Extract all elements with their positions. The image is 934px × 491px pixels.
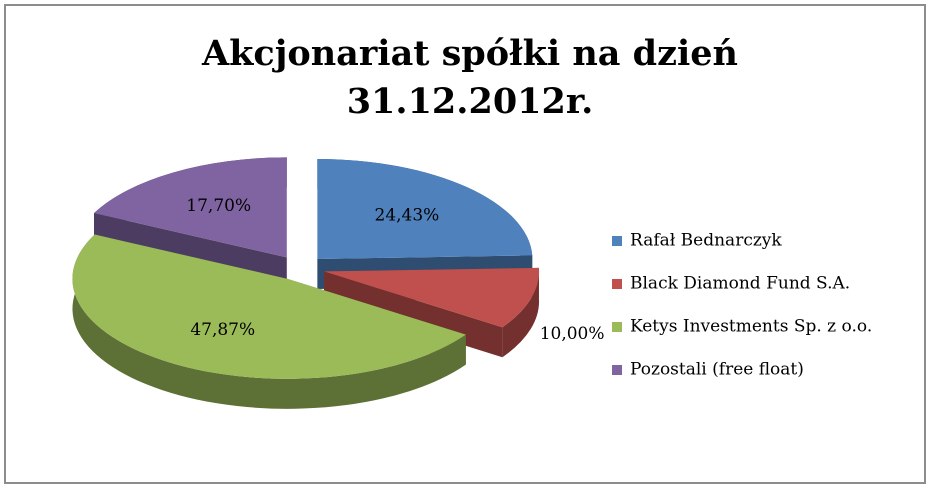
slice [324, 267, 540, 328]
slice [94, 157, 287, 258]
legend-swatch [612, 236, 622, 246]
legend-label: Rafał Bednarczyk [630, 231, 782, 251]
data-label: 24,43% [375, 205, 440, 225]
data-label: 47,87% [190, 320, 255, 340]
legend-label: Black Diamond Fund S.A. [630, 274, 850, 294]
legend-swatch [612, 322, 622, 332]
slice-side [502, 267, 540, 358]
chart-title: Akcjonariat spółki na dzień 31.12.2012r. [201, 33, 738, 122]
slice [317, 159, 533, 260]
slice [72, 234, 466, 409]
legend-swatch [612, 365, 622, 375]
legend-label: Pozostali (free float) [630, 360, 804, 380]
slice-side [72, 234, 466, 409]
chart-frame [4, 4, 926, 484]
slice [72, 234, 466, 379]
data-label: 17,70% [186, 196, 251, 216]
legend-label: Ketys Investments Sp. z o.o. [630, 317, 872, 337]
data-label: 10,00% [540, 324, 605, 344]
legend-swatch [612, 279, 622, 289]
